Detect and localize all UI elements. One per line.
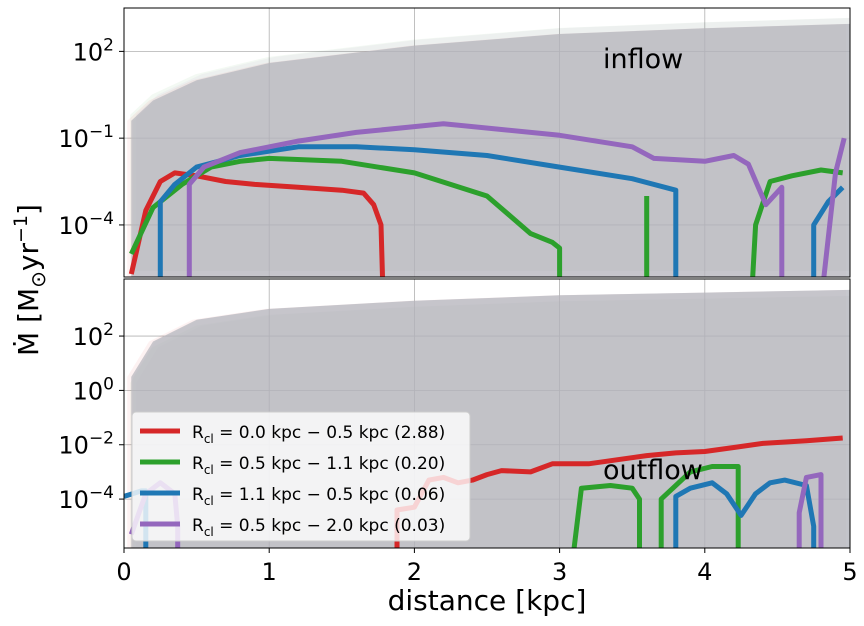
uncertainty-band <box>131 23 850 277</box>
axes-frame <box>123 278 851 549</box>
y-tick-label: 10−4 <box>58 209 114 240</box>
legend-label: Rcl = 0.5 kpc − 1.1 kpc (0.20) <box>192 454 445 477</box>
series-line-2 <box>129 155 844 277</box>
legend-box <box>131 411 471 542</box>
series-line-2 <box>571 464 741 548</box>
series-line-1 <box>128 170 385 277</box>
y-tick-label: 102 <box>73 35 114 66</box>
series-line-4 <box>186 121 847 277</box>
axes-frame <box>123 7 851 278</box>
y-tick-label: 10−1 <box>58 122 114 153</box>
x-tick-label: 1 <box>262 558 277 586</box>
y-tick-label: 10−4 <box>58 483 114 514</box>
axes-decor: Ṁ [M⊙yr−1] <box>10 204 50 356</box>
inflow-label: inflow <box>603 44 683 75</box>
x-tick-label: 0 <box>116 558 131 586</box>
x-tick-label: 5 <box>842 558 857 586</box>
y-tick-label: 10−2 <box>58 429 114 460</box>
legend-label: Rcl = 0.5 kpc − 2.0 kpc (0.03) <box>192 516 445 539</box>
outflow-label: outflow <box>603 455 703 486</box>
x-tick-label: 2 <box>407 558 422 586</box>
legend-label: Rcl = 1.1 kpc − 0.5 kpc (0.06) <box>192 485 445 508</box>
y-axis-label: Ṁ [M⊙yr−1] <box>10 204 50 356</box>
x-tick-label: 3 <box>552 558 567 586</box>
legend-label: Rcl = 0.0 kpc − 0.5 kpc (2.88) <box>192 423 445 446</box>
data-layer <box>127 17 850 277</box>
x-tick-label: 4 <box>697 558 712 586</box>
y-tick-label: 100 <box>73 374 114 405</box>
legend: Rcl = 0.0 kpc − 0.5 kpc (2.88) Rcl = 0.5 … <box>131 411 471 542</box>
y-tick-label: 102 <box>73 320 114 351</box>
x-axis-label: distance [kpc] <box>388 584 587 617</box>
inflow-panel: 10−4 10−1 102 inflow <box>58 7 851 278</box>
